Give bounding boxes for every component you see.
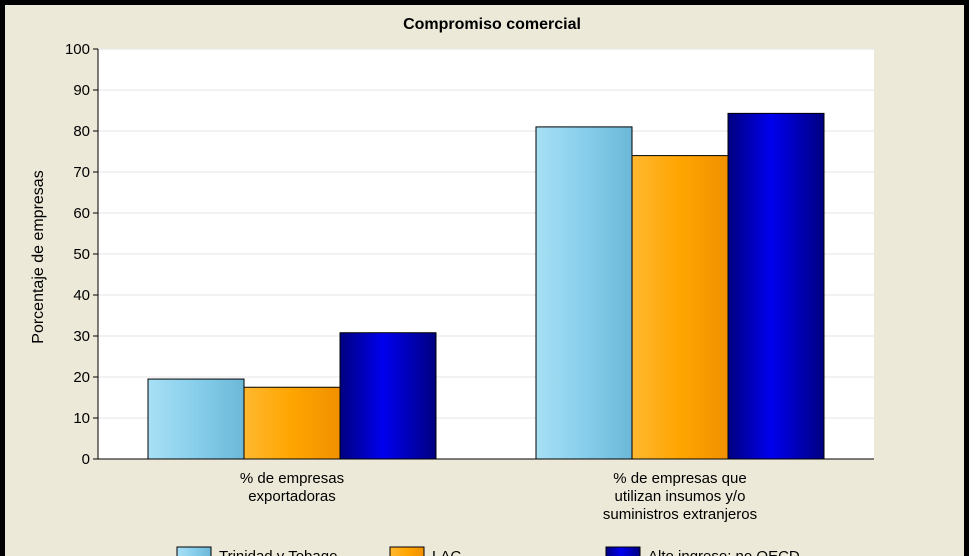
legend-swatch	[605, 546, 641, 556]
y-tick-label: 70	[73, 164, 90, 181]
legend-label: Alto ingreso: no OECD	[648, 548, 800, 556]
y-tick-label: 10	[73, 410, 90, 427]
y-axis-label: Porcentaje de empresas	[30, 170, 47, 343]
chart-title: Compromiso comercial	[403, 16, 581, 33]
x-category-label: exportadoras	[248, 488, 336, 505]
legend-label: LAC	[432, 548, 461, 556]
y-tick-label: 80	[73, 123, 90, 140]
y-tick-label: 0	[82, 451, 90, 468]
bar-chart: Compromiso comercial Porcentaje de empre…	[30, 16, 874, 556]
y-tick-label: 60	[73, 205, 90, 222]
x-category-label: % de empresas	[240, 470, 344, 487]
y-tick-label: 30	[73, 328, 90, 345]
legend-swatch	[176, 546, 212, 556]
y-tick-label: 90	[73, 82, 90, 99]
legend-swatch	[389, 546, 425, 556]
y-tick-label: 50	[73, 246, 90, 263]
bar	[631, 155, 729, 460]
bar	[339, 332, 437, 460]
x-category-label: suministros extranjeros	[603, 506, 757, 523]
y-tick-label: 40	[73, 287, 90, 304]
x-category-label: % de empresas que	[613, 470, 746, 487]
bar	[147, 378, 245, 460]
y-tick-label: 100	[65, 41, 90, 58]
x-category-label: utilizan insumos y/o	[615, 488, 746, 505]
bar	[727, 112, 825, 460]
y-tick-label: 20	[73, 369, 90, 386]
legend-label: Trinidad y Tobago	[219, 548, 337, 556]
bar	[243, 386, 341, 460]
bar	[535, 126, 633, 460]
